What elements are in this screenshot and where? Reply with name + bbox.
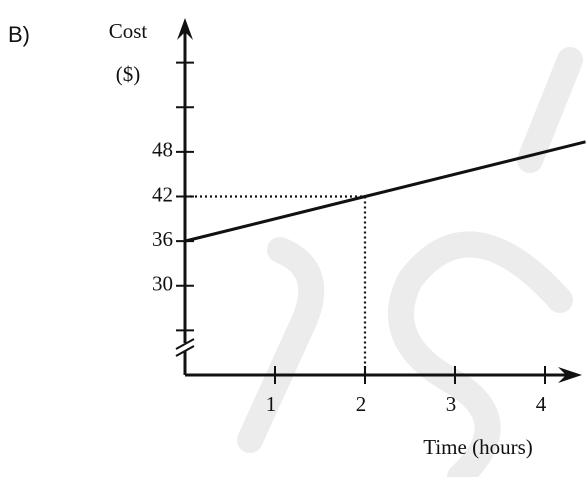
axis-break [175, 338, 195, 350]
panel-label: B) [8, 22, 30, 47]
x-axis-arrow [558, 367, 582, 383]
x-tick-label: 2 [356, 392, 367, 416]
watermark [237, 47, 583, 477]
x-axis-label: Time (hours) [423, 435, 532, 459]
x-tick-label: 3 [446, 392, 457, 416]
axis-break-gap [179, 343, 191, 351]
y-tick-label: 42 [152, 182, 173, 206]
axis-break [175, 345, 195, 357]
data-line [184, 140, 586, 243]
y-tick-label: 30 [152, 272, 173, 296]
y-axis-label: Cost [109, 19, 148, 43]
x-tick-label: 1 [266, 392, 277, 416]
y-axis-arrow [177, 18, 193, 40]
x-tick-label: 4 [536, 392, 547, 416]
y-tick-label: 48 [152, 138, 173, 162]
y-tick-label: 36 [152, 227, 173, 251]
y-axis-label: ($) [116, 62, 141, 86]
